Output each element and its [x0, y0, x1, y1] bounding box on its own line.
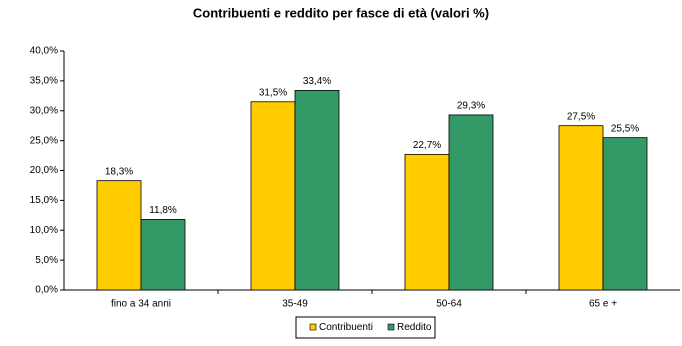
chart-title: Contribuenti e reddito per fasce di età … — [193, 5, 489, 20]
value-label: 31,5% — [259, 87, 287, 98]
y-tick-label: 10,0% — [30, 225, 58, 236]
value-label: 29,3% — [457, 101, 485, 112]
legend-swatch — [309, 323, 317, 331]
value-label: 27,5% — [567, 111, 595, 122]
bar — [96, 180, 142, 291]
bar — [602, 137, 648, 291]
y-tick-label: 25,0% — [30, 135, 58, 146]
bar — [250, 101, 296, 291]
x-tick-label: 65 e + — [589, 299, 617, 310]
y-tick-label: 0,0% — [35, 285, 58, 296]
x-tick-label: 35-49 — [282, 299, 308, 310]
value-label: 18,3% — [105, 166, 133, 177]
bar — [294, 90, 340, 291]
value-label: 11,8% — [149, 205, 177, 216]
y-tick-label: 40,0% — [30, 46, 58, 57]
x-tick-label: fino a 34 anni — [111, 299, 171, 310]
bar — [404, 153, 450, 291]
value-label: 25,5% — [611, 123, 639, 134]
legend-label: Contribuenti — [319, 322, 373, 333]
x-tick-label: 50-64 — [436, 299, 462, 310]
value-label: 22,7% — [413, 140, 441, 151]
y-tick-label: 15,0% — [30, 195, 58, 206]
y-tick-label: 5,0% — [35, 255, 58, 266]
legend-swatch — [387, 323, 395, 331]
bar — [140, 219, 186, 291]
legend-label: Reddito — [397, 322, 432, 333]
legend-box — [295, 316, 436, 339]
y-tick-label: 35,0% — [30, 76, 58, 87]
y-tick-label: 20,0% — [30, 165, 58, 176]
y-tick-label: 30,0% — [30, 105, 58, 116]
value-label: 33,4% — [303, 76, 331, 87]
bar — [558, 125, 604, 291]
bar — [448, 114, 494, 291]
